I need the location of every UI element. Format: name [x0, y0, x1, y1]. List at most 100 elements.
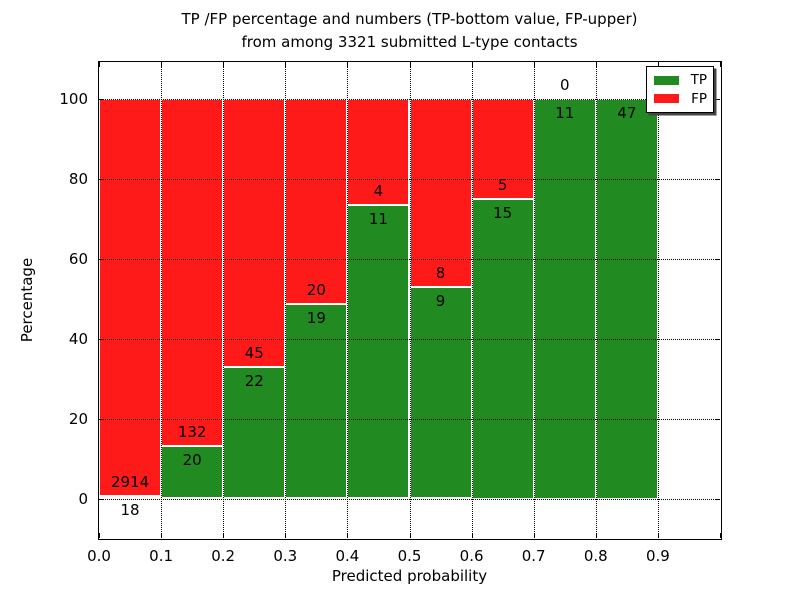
x-tick-mark-top [223, 62, 225, 67]
y-tick-mark-right [715, 178, 720, 180]
y-tick-mark [99, 418, 104, 420]
legend-label-tp: TP [690, 72, 707, 89]
gridline-horizontal [99, 98, 720, 100]
tp-count-label: 18 [120, 501, 140, 520]
x-tick-mark-top [657, 62, 659, 67]
bar-segment-fp [223, 98, 286, 368]
fp-count-label: 8 [435, 263, 446, 282]
tp-count-label: 9 [435, 291, 446, 310]
y-tick-mark-right [715, 498, 720, 500]
bar-segment-fp [161, 98, 224, 446]
y-axis-label: Percentage [18, 257, 36, 343]
bar-segment-fp [99, 98, 162, 497]
gridline-vertical [533, 62, 535, 538]
x-axis-label: Predicted probability [331, 567, 488, 585]
bar-segment-tp [533, 98, 596, 499]
tp-count-label: 47 [617, 103, 637, 122]
tp-count-label: 22 [244, 372, 264, 391]
chart-title-line1: TP /FP percentage and numbers (TP-bottom… [181, 10, 638, 28]
legend: TP FP [646, 66, 714, 113]
fp-count-label: 20 [306, 280, 326, 299]
bar-segment-tp [409, 286, 472, 499]
x-tick-mark [223, 533, 225, 538]
y-tick-mark [99, 338, 104, 340]
y-axis-tick-label: 60 [68, 249, 88, 268]
x-tick-mark-top [595, 62, 597, 67]
chart-title-line2: from among 3321 submitted L-type contact… [241, 33, 578, 51]
y-tick-mark [99, 258, 104, 260]
x-tick-mark [471, 533, 473, 538]
gridline-horizontal [99, 258, 720, 260]
x-axis-tick-label: 0.4 [335, 547, 360, 565]
fp-count-label: 5 [497, 175, 508, 194]
x-tick-mark [347, 533, 349, 538]
y-tick-mark-right [715, 258, 720, 260]
fp-count-label: 4 [373, 182, 384, 201]
x-axis-tick-label: 0.3 [273, 547, 298, 565]
bar-segment-tp [161, 445, 224, 499]
gridline-vertical [223, 62, 225, 538]
x-axis-tick-label: 0.7 [521, 547, 546, 565]
gridline-vertical [285, 62, 287, 538]
x-tick-mark [533, 533, 535, 538]
tp-count-label: 11 [555, 103, 575, 122]
x-axis-tick-label: 0.5 [397, 547, 422, 565]
bar-segment-fp [285, 98, 348, 304]
bar-segment-tp [595, 98, 658, 499]
gridline-horizontal [99, 498, 720, 500]
y-axis-tick-label: 40 [68, 329, 88, 348]
fp-count-label: 2914 [110, 473, 150, 492]
y-tick-mark-right [715, 418, 720, 420]
gridline-horizontal [99, 418, 720, 420]
x-tick-mark [720, 533, 721, 538]
y-tick-mark [99, 98, 104, 100]
x-axis-tick-label: 0.9 [645, 547, 670, 565]
x-axis-tick-label: 0.1 [149, 547, 174, 565]
x-tick-mark [409, 533, 411, 538]
x-tick-mark-top [347, 62, 349, 67]
gridline-vertical [471, 62, 473, 538]
legend-label-fp: FP [691, 90, 707, 107]
fp-count-label: 132 [177, 422, 207, 441]
y-axis-tick-label: 80 [68, 169, 88, 188]
x-tick-mark [161, 533, 163, 538]
tp-count-label: 15 [493, 203, 513, 222]
y-tick-mark-right [715, 98, 720, 100]
gridline-horizontal [99, 338, 720, 340]
x-tick-mark [595, 533, 597, 538]
x-tick-mark [657, 533, 659, 538]
fp-count-label: 45 [244, 344, 264, 363]
gridline-horizontal [99, 178, 720, 180]
bar-segment-tp [285, 303, 348, 499]
y-tick-mark [99, 178, 104, 180]
x-tick-mark-top [409, 62, 411, 67]
x-tick-mark-top [161, 62, 163, 67]
gridline-vertical [161, 62, 163, 538]
x-axis-tick-label: 0.8 [583, 547, 608, 565]
x-tick-mark-top [533, 62, 535, 67]
y-tick-mark-right [715, 338, 720, 340]
x-axis-tick-label: 0.6 [459, 547, 484, 565]
bar-segment-tp [99, 496, 162, 499]
tp-count-label: 11 [368, 210, 388, 229]
chart-title: TP /FP percentage and numbers (TP-bottom… [99, 8, 720, 54]
gridline-vertical [409, 62, 411, 538]
bar-segment-tp [347, 205, 410, 499]
gridline-vertical [595, 62, 597, 538]
legend-entry-tp: TP [654, 72, 707, 88]
fp-swatch-icon [654, 94, 679, 104]
bar-segment-tp [471, 198, 534, 499]
x-tick-mark [99, 533, 100, 538]
x-tick-mark-top [471, 62, 473, 67]
y-axis-tick-label: 100 [59, 89, 88, 108]
y-tick-mark [99, 498, 104, 500]
x-axis-tick-label: 0.0 [87, 547, 111, 565]
y-axis-tick-label: 20 [68, 409, 88, 428]
x-axis-tick-label: 0.2 [211, 547, 236, 565]
bar-segment-tp [223, 367, 286, 499]
tp-swatch-icon [654, 75, 679, 85]
gridline-vertical [657, 62, 659, 538]
x-tick-mark-top [99, 62, 100, 67]
x-tick-mark [285, 533, 287, 538]
